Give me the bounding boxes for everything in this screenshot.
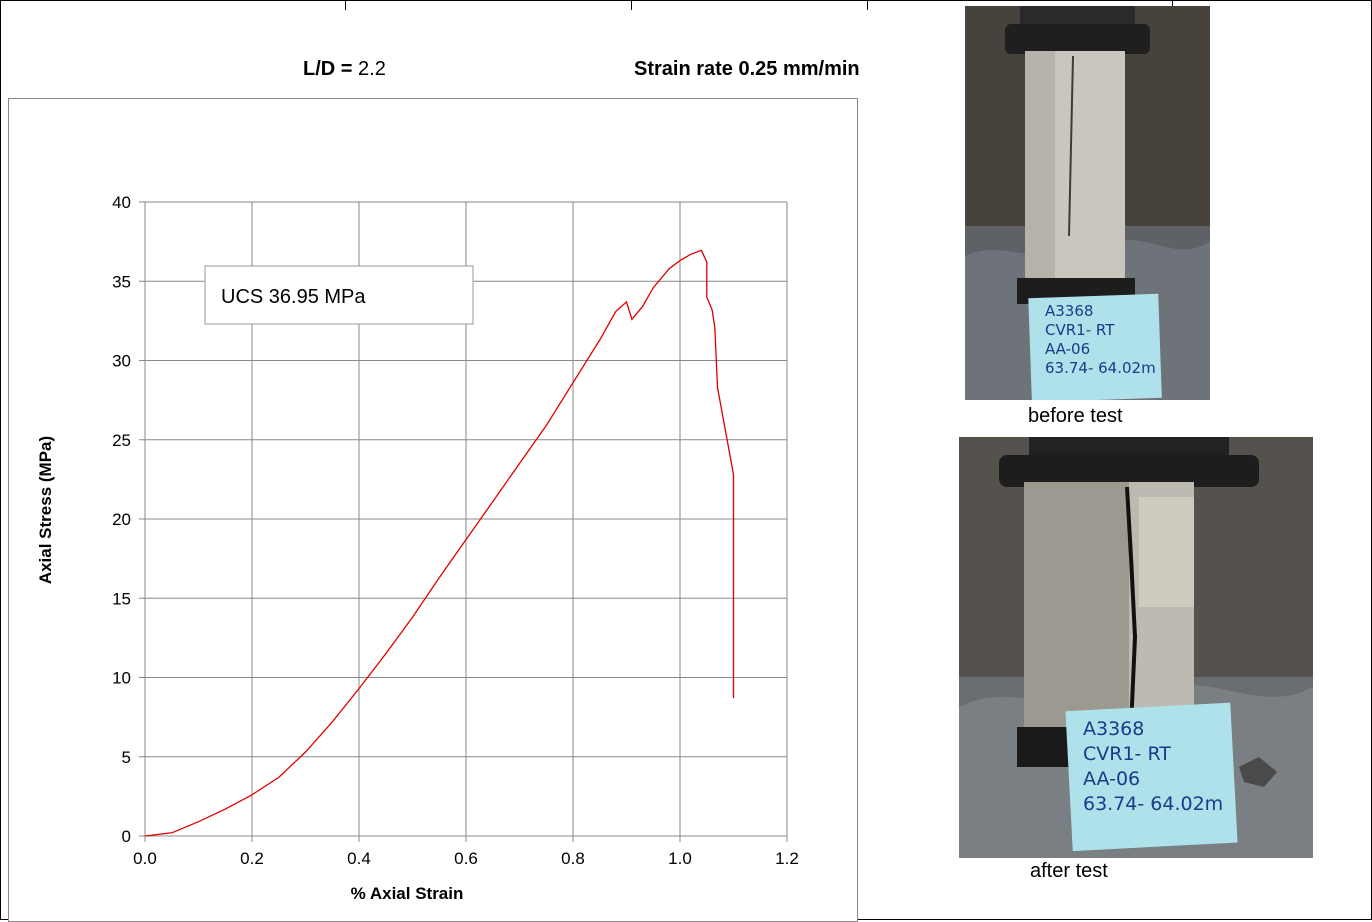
y-tick-label: 15: [112, 589, 131, 608]
ld-value: 2.2: [358, 58, 386, 80]
y-axis-title: Axial Stress (MPa): [36, 436, 55, 584]
x-tick-label: 1.0: [668, 849, 692, 868]
annotation-text: UCS 36.95 MPa: [221, 286, 366, 308]
x-tick-label: 0.4: [347, 849, 371, 868]
label-line: AA-06: [1045, 340, 1091, 358]
label-line: CVR1- RT: [1045, 321, 1115, 339]
before-test-caption: before test: [1028, 405, 1123, 427]
stress-strain-chart: 0 5 10 15 20 25 30 35 40 0.0 0.2 0.4 0.6 0.8 1.0 1.2 UC…: [8, 98, 858, 922]
before-photo-drawing: [965, 6, 1210, 400]
label-line: A3368: [1083, 718, 1145, 740]
top-divider: [345, 0, 346, 10]
y-tick-label: 25: [112, 431, 131, 450]
x-tick-label: 1.2: [775, 849, 799, 868]
y-tick-label: 35: [112, 272, 131, 291]
x-tick-label: 0.2: [240, 849, 264, 868]
x-axis-title: % Axial Strain: [351, 884, 464, 903]
label-line: CVR1- RT: [1083, 743, 1171, 765]
top-rule: [0, 0, 1372, 1]
top-divider: [867, 0, 868, 10]
after-test-caption: after test: [1030, 860, 1108, 882]
after-photo-label-text: A3368 CVR1- RT AA-06 63.74- 64.02m: [1083, 717, 1223, 817]
x-tick-label: 0.8: [561, 849, 585, 868]
stress-strain-line: [144, 249, 735, 837]
after-test-photo: A3368 CVR1- RT AA-06 63.74- 64.02m: [959, 437, 1313, 858]
top-divider: [1172, 0, 1173, 10]
x-tick-label: 0.0: [133, 849, 157, 868]
ld-ratio: L/D = 2.2: [303, 58, 386, 81]
top-divider: [631, 0, 632, 10]
before-test-photo: A3368 CVR1- RT AA-06 63.74- 64.02m: [965, 6, 1210, 400]
y-tick-label: 0: [122, 827, 131, 846]
chart-svg: 0 5 10 15 20 25 30 35 40 0.0 0.2 0.4 0.6 0.8 1.0 1.2 UC…: [36, 193, 799, 903]
y-tick-label: 30: [112, 352, 131, 371]
x-tick-label: 0.6: [454, 849, 478, 868]
y-tick-label: 20: [112, 510, 131, 529]
series-layer: [144, 249, 735, 837]
before-photo-label-text: A3368 CVR1- RT AA-06 63.74- 64.02m: [1045, 302, 1156, 378]
label-line: 63.74- 64.02m: [1083, 793, 1224, 815]
y-tick-label: 40: [112, 193, 131, 212]
tick-labels: 0 5 10 15 20 25 30 35 40 0.0 0.2 0.4 0.6 0.8 1.0 1.2: [112, 193, 799, 868]
label-line: A3368: [1045, 302, 1094, 320]
y-tick-label: 5: [122, 748, 131, 767]
label-line: 63.74- 64.02m: [1045, 359, 1156, 377]
annotation-box: [204, 265, 474, 325]
ld-label: L/D =: [303, 58, 353, 80]
after-photo-drawing: [959, 437, 1313, 858]
y-tick-label: 10: [112, 669, 131, 688]
strain-rate: Strain rate 0.25 mm/min: [634, 58, 860, 80]
ucs-annotation: UCS 36.95 MPa: [204, 265, 474, 325]
label-line: AA-06: [1083, 768, 1141, 790]
